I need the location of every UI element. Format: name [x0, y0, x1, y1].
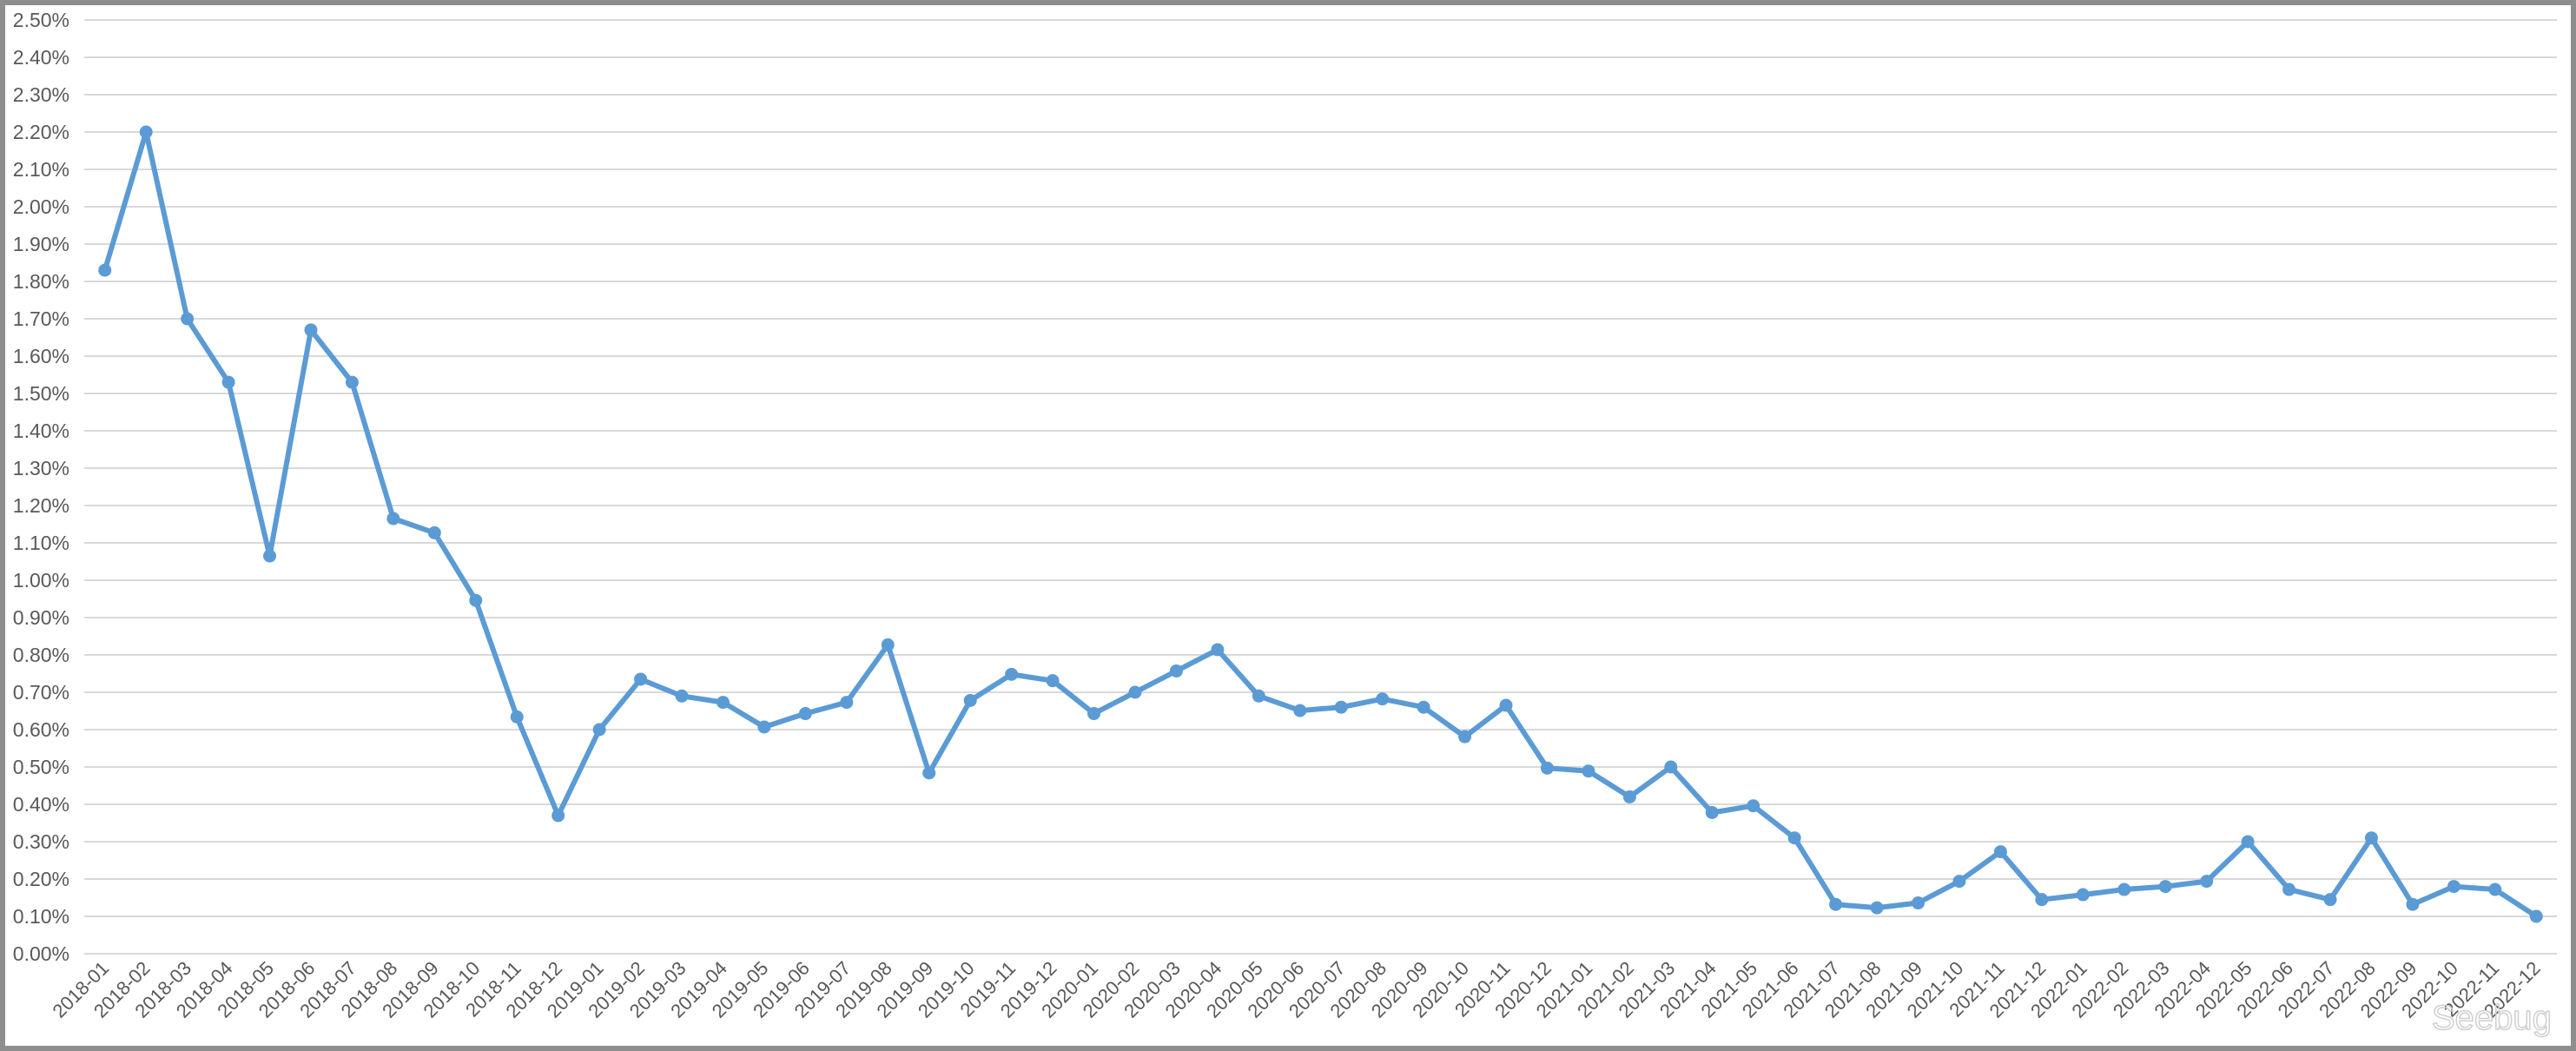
series-points	[98, 125, 2543, 923]
data-point	[1376, 692, 1390, 706]
y-tick-label: 2.10%	[13, 158, 69, 181]
y-tick-label: 0.50%	[13, 756, 69, 778]
data-point	[881, 638, 895, 651]
data-point	[98, 263, 112, 277]
data-point	[1870, 901, 1884, 915]
y-tick-label: 1.70%	[13, 307, 69, 330]
y-tick-label: 2.20%	[13, 121, 69, 143]
data-point	[757, 720, 771, 734]
data-point	[139, 125, 153, 139]
y-tick-label: 0.80%	[13, 644, 69, 666]
data-point	[1540, 761, 1554, 775]
y-tick-label: 1.60%	[13, 345, 69, 367]
y-tick-label: 1.30%	[13, 457, 69, 479]
data-point	[2488, 882, 2502, 896]
data-point	[1829, 897, 1843, 911]
y-tick-label: 1.10%	[13, 532, 69, 554]
y-tick-label: 0.40%	[13, 793, 69, 816]
y-tick-label: 0.30%	[13, 830, 69, 853]
data-point	[1334, 700, 1348, 714]
data-point	[675, 689, 689, 703]
y-tick-label: 1.20%	[13, 494, 69, 517]
y-tick-label: 2.00%	[13, 195, 69, 218]
data-point	[1417, 700, 1430, 714]
data-point	[1582, 764, 1595, 778]
gridlines	[84, 19, 2557, 955]
data-point	[2076, 888, 2090, 902]
data-point	[1664, 760, 1678, 774]
data-point	[427, 526, 441, 539]
watermark: Seebug	[2432, 999, 2552, 1037]
data-point	[592, 723, 606, 737]
data-point	[2364, 831, 2378, 845]
data-point	[1169, 664, 1183, 678]
data-point	[263, 549, 277, 563]
series-line	[102, 129, 2538, 919]
data-point	[510, 710, 524, 724]
y-tick-label: 0.10%	[13, 905, 69, 928]
data-point	[552, 809, 565, 823]
data-point	[1952, 875, 1966, 889]
data-point	[2447, 880, 2460, 894]
y-tick-label: 2.30%	[13, 83, 69, 106]
y-tick-label: 2.40%	[13, 46, 69, 69]
data-point	[386, 512, 400, 526]
data-point	[634, 672, 648, 686]
y-tick-label: 1.40%	[13, 420, 69, 442]
data-point	[1046, 674, 1060, 688]
data-point	[2158, 880, 2172, 894]
data-point	[345, 375, 359, 389]
x-axis-ticks: 2018-012018-022018-032018-042018-052018-…	[48, 957, 2544, 1022]
data-point	[716, 696, 730, 710]
data-point	[1458, 730, 1472, 744]
y-tick-label: 2.50%	[13, 9, 69, 31]
data-point	[1622, 790, 1636, 803]
data-point	[2117, 882, 2131, 896]
data-point	[840, 696, 854, 710]
data-point	[221, 375, 235, 389]
data-point	[1005, 667, 1019, 681]
data-point	[2529, 909, 2543, 923]
data-point	[1499, 698, 1513, 712]
y-tick-label: 0.60%	[13, 718, 69, 741]
data-point	[1087, 707, 1101, 721]
data-point	[963, 693, 977, 707]
data-point	[922, 766, 936, 780]
data-point	[798, 707, 812, 721]
data-point	[304, 323, 318, 337]
y-tick-label: 1.90%	[13, 233, 69, 255]
data-point	[1293, 704, 1307, 717]
data-point	[2282, 882, 2296, 896]
data-point	[1128, 685, 1142, 699]
y-axis-ticks: 0.00% 0.10% 0.20% 0.30% 0.40% 0.50% 0.60% 0.70%…	[13, 9, 69, 965]
y-tick-label: 0.20%	[13, 868, 69, 890]
data-point	[1252, 689, 1265, 703]
data-point	[2323, 893, 2337, 907]
data-point	[1747, 799, 1760, 813]
y-tick-label: 0.00%	[13, 942, 69, 965]
data-point	[2035, 893, 2049, 907]
data-point	[469, 593, 483, 607]
data-point	[1787, 831, 1801, 845]
data-point	[1993, 845, 2007, 859]
y-tick-label: 0.70%	[13, 681, 69, 704]
data-point	[2406, 897, 2420, 911]
data-point	[1705, 805, 1719, 819]
data-point	[2241, 835, 2255, 849]
y-tick-label: 1.80%	[13, 270, 69, 293]
y-tick-label: 0.90%	[13, 606, 69, 629]
data-point	[1912, 896, 1925, 910]
y-tick-label: 1.00%	[13, 569, 69, 592]
data-point	[181, 312, 195, 326]
data-point	[2200, 875, 2214, 889]
y-tick-label: 1.50%	[13, 382, 69, 405]
data-point	[1211, 643, 1225, 657]
